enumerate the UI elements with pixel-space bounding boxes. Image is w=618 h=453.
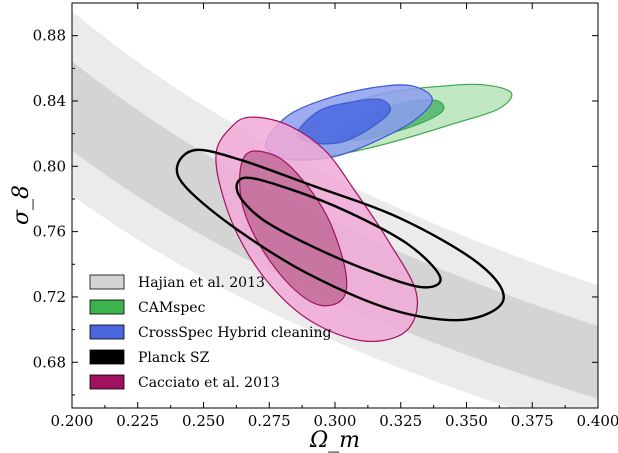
x-tick-label: 0.325 xyxy=(379,412,422,430)
legend-swatch xyxy=(89,299,125,315)
legend: Hajian et al. 2013 CAMspec CrossSpec Hybri… xyxy=(89,274,331,391)
legend-label: Cacciato et al. 2013 xyxy=(138,375,280,391)
legend-swatch xyxy=(89,374,125,390)
legend-swatch xyxy=(89,324,125,340)
y-tick-label: 0.68 xyxy=(33,353,66,371)
x-tick-label: 0.300 xyxy=(314,412,357,430)
x-tick-label: 0.350 xyxy=(445,412,488,430)
x-tick-label: 0.375 xyxy=(511,412,554,430)
legend-label: Planck SZ xyxy=(138,350,210,366)
x-tick-label: 0.200 xyxy=(51,412,94,430)
y-tick-label: 0.88 xyxy=(33,27,66,45)
y-axis-title: σ_8 xyxy=(9,185,34,225)
legend-label: Hajian et al. 2013 xyxy=(138,275,265,291)
y-tick-label: 0.80 xyxy=(33,157,66,175)
x-tick-label: 0.250 xyxy=(182,412,225,430)
x-tick-label: 0.225 xyxy=(116,412,159,430)
axis-ticks: 0.200 0.225 0.250 0.275 0.300 0.325 0.350 0.375… xyxy=(33,3,618,430)
legend-label: CAMspec xyxy=(138,300,206,316)
y-tick-label: 0.76 xyxy=(33,223,66,241)
y-tick-label: 0.72 xyxy=(33,288,66,306)
x-tick-label: 0.400 xyxy=(577,412,618,430)
planck-sz-contour-1sigma xyxy=(235,176,442,289)
legend-label: CrossSpec Hybrid cleaning xyxy=(138,325,331,341)
plot-area xyxy=(72,11,598,408)
x-tick-label: 0.275 xyxy=(248,412,291,430)
legend-swatch xyxy=(89,274,125,290)
planck-sz-contour-2sigma xyxy=(175,148,505,322)
legend-swatch xyxy=(89,349,125,365)
x-axis-title: Ω_m xyxy=(309,428,360,453)
y-tick-label: 0.84 xyxy=(33,92,66,110)
